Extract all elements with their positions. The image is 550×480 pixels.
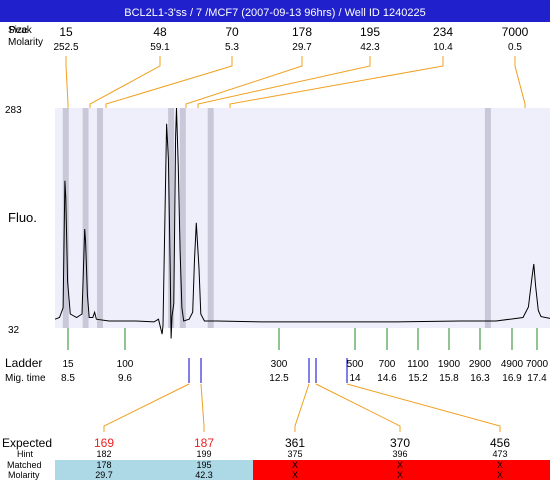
expected-label: Expected [2, 436, 52, 450]
peak-size-0: 15 [59, 25, 73, 39]
expected-value-3: 370 [390, 436, 410, 450]
ladder-time-5: 15.2 [408, 373, 428, 384]
peak-size-3: 178 [292, 25, 312, 39]
header-peak-label: Peak [9, 25, 33, 36]
highlight-band-6 [484, 108, 491, 328]
peak-molarity-4: 42.3 [360, 42, 380, 53]
molarity-value-1: 42.3 [195, 470, 213, 480]
ladder-time-3: 14 [349, 373, 361, 384]
peak-molarity-6: 0.5 [508, 42, 522, 53]
chart-title: BCL2L1-3'ss / 7 /MCF7 (2007-09-13 96hrs)… [124, 7, 426, 19]
ladder-time-0: 8.5 [61, 373, 75, 384]
molarity-row-label: Molarity [8, 470, 40, 480]
matched-value-4: X [497, 460, 503, 470]
highlight-band-5 [207, 108, 214, 328]
expected-value-0: 169 [94, 436, 114, 450]
table-connector-1 [200, 383, 205, 432]
highlight-band-2 [97, 108, 103, 328]
ladder-size-0: 15 [62, 359, 74, 370]
matched-label: Matched [7, 460, 42, 470]
ladder-time-4: 14.6 [377, 373, 397, 384]
ladder-size-3: 500 [347, 359, 364, 370]
peak-molarity-0: 252.5 [53, 42, 78, 53]
ladder-time-1: 9.6 [118, 373, 132, 384]
hint-value-2: 375 [287, 449, 302, 459]
ladder-size-9: 7000 [526, 359, 549, 370]
expected-value-2: 361 [285, 436, 305, 450]
peak-molarity-3: 29.7 [292, 42, 312, 53]
header-connector-5 [229, 56, 444, 108]
ladder-size-7: 2900 [469, 359, 492, 370]
ladder-time-6: 15.8 [439, 373, 459, 384]
molarity-value-3: X [397, 470, 403, 480]
hint-value-0: 182 [96, 449, 111, 459]
peak-size-2: 70 [225, 25, 239, 39]
matched-value-1: 195 [196, 460, 211, 470]
ladder-time-2: 12.5 [269, 373, 289, 384]
header-connector-6 [514, 56, 526, 108]
table-connector-2 [294, 383, 310, 432]
missing-bg [253, 460, 550, 480]
y-tick-min: 32 [8, 325, 20, 336]
ladder-size-2: 300 [271, 359, 288, 370]
peak-size-1: 48 [153, 25, 167, 39]
peak-size-4: 195 [360, 25, 380, 39]
y-tick-max: 283 [5, 105, 22, 116]
header-connector-2 [105, 56, 233, 108]
matched-bg [55, 460, 253, 480]
peak-molarity-5: 10.4 [433, 42, 453, 53]
header-molarity-label: Molarity [8, 37, 43, 48]
matched-value-2: X [292, 460, 298, 470]
molarity-value-4: X [497, 470, 503, 480]
ladder-label: Ladder [5, 356, 42, 370]
molarity-value-0: 29.7 [95, 470, 113, 480]
highlight-band-3 [168, 108, 175, 328]
ladder-time-9: 17.4 [527, 373, 547, 384]
hint-value-3: 396 [392, 449, 407, 459]
ladder-size-4: 700 [379, 359, 396, 370]
table-connector-0 [103, 383, 190, 432]
highlight-band-4 [179, 108, 186, 328]
peak-molarity-2: 5.3 [225, 42, 239, 53]
mig-time-label: Mig. time [5, 373, 46, 384]
header-size-label: Size [8, 25, 28, 36]
ladder-time-8: 16.9 [502, 373, 522, 384]
highlight-band-1 [82, 108, 89, 328]
header-connector-0 [65, 56, 69, 108]
header-connector-3 [185, 56, 303, 108]
ladder-size-6: 1900 [438, 359, 461, 370]
matched-value-3: X [397, 460, 403, 470]
plot-area [55, 108, 550, 328]
y-axis-label: Fluo. [8, 210, 37, 225]
header-connector-1 [89, 56, 161, 108]
peak-size-6: 7000 [502, 25, 529, 39]
ladder-size-8: 4900 [501, 359, 524, 370]
table-connector-4 [346, 383, 501, 432]
peak-size-5: 234 [433, 25, 453, 39]
ladder-size-5: 1100 [407, 359, 429, 370]
table-connector-3 [315, 383, 401, 432]
hint-value-1: 199 [196, 449, 211, 459]
molarity-value-2: X [292, 470, 298, 480]
title-bar [0, 0, 550, 22]
expected-value-1: 187 [194, 436, 214, 450]
hint-label: Hint [17, 449, 34, 459]
header-connector-4 [197, 56, 371, 108]
trace-line [54, 107, 550, 339]
hint-value-4: 473 [492, 449, 507, 459]
ladder-size-1: 100 [117, 359, 134, 370]
ladder-time-7: 16.3 [470, 373, 490, 384]
peak-molarity-1: 59.1 [150, 42, 170, 53]
expected-value-4: 456 [490, 436, 510, 450]
matched-value-0: 178 [96, 460, 111, 470]
